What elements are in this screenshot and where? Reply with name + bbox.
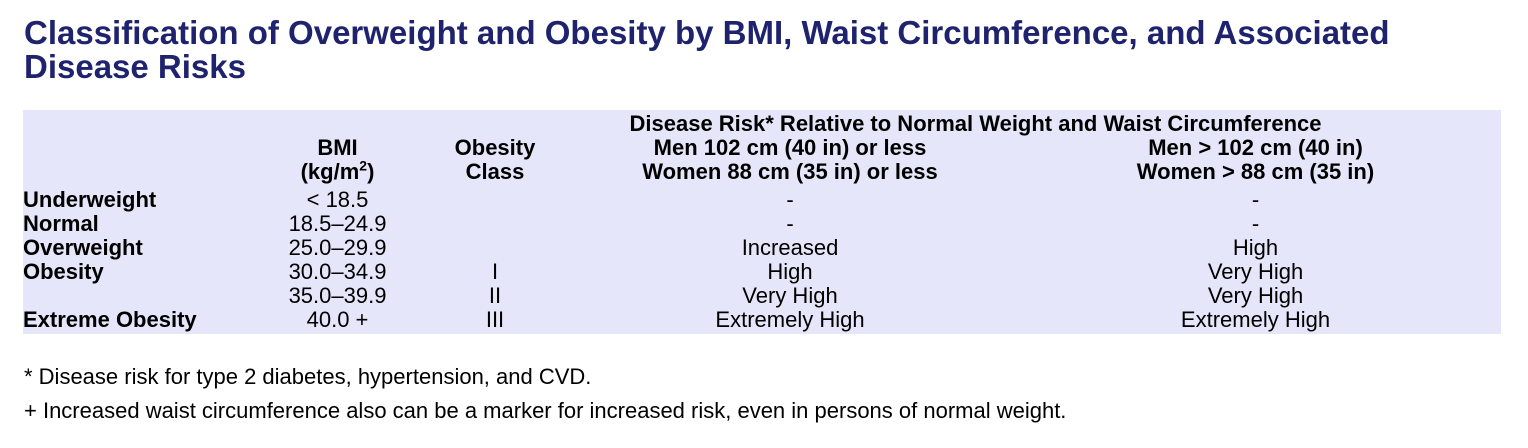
row-category-label: Normal: [23, 211, 99, 236]
class-header-line2: Class: [465, 159, 525, 184]
row-bmi-range: 40.0 +: [306, 307, 369, 332]
row-obesity-class: [420, 188, 570, 212]
row-bmi-range: 35.0–39.9: [288, 283, 387, 308]
row-obesity-class: II: [488, 283, 502, 308]
super-header-row: Disease Risk* Relative to Normal Weight …: [23, 110, 1501, 136]
row-category-label: [23, 284, 255, 308]
classification-table-container: Disease Risk* Relative to Normal Weight …: [23, 110, 1501, 334]
row-risk-low-waist: Extremely High: [715, 307, 865, 332]
row-obesity-class: III: [485, 307, 505, 332]
low-waist-column-header: Men 102 cm (40 in) or less Women 88 cm (…: [570, 136, 1010, 188]
label-column-header: [23, 136, 255, 188]
high-waist-column-header: Men > 102 cm (40 in) Women > 88 cm (35 i…: [1010, 136, 1501, 188]
bmi-unit-close: ): [367, 159, 375, 184]
table-row: Normal 18.5–24.9 - -: [23, 212, 1501, 236]
column-header-row: BMI (kg/m2) Obesity Class Men 102 cm (40…: [23, 136, 1501, 188]
row-risk-high-waist: Very High: [1207, 283, 1304, 308]
bmi-header-line2: (kg/m2): [255, 157, 420, 184]
row-risk-high-waist: -: [1251, 187, 1260, 212]
table-row: 35.0–39.9 II Very High Very High: [23, 284, 1501, 308]
row-risk-high-waist: Very High: [1207, 259, 1304, 284]
low-waist-men: Men 102 cm (40 in) or less: [653, 135, 927, 160]
row-risk-low-waist: Very High: [742, 283, 838, 308]
high-waist-women: Women > 88 cm (35 in): [1136, 159, 1375, 184]
row-risk-low-waist: -: [786, 187, 794, 212]
bmi-unit-superscript: 2: [359, 157, 368, 174]
row-category-label: Underweight: [23, 187, 157, 212]
row-risk-high-waist: High: [1232, 235, 1279, 260]
row-category-label: Obesity: [23, 259, 104, 284]
row-bmi-range: 25.0–29.9: [288, 235, 387, 260]
bmi-header-line1: BMI: [317, 135, 358, 160]
row-obesity-class: I: [491, 259, 499, 284]
low-waist-women: Women 88 cm (35 in) or less: [642, 159, 938, 184]
row-obesity-class: [420, 212, 570, 236]
table-row: Extreme Obesity 40.0 + III Extremely High Ex…: [23, 308, 1501, 332]
row-risk-high-waist: Extremely High: [1180, 307, 1331, 332]
class-header-line1: Obesity: [454, 135, 536, 160]
row-risk-low-waist: -: [786, 211, 794, 236]
footnotes: * Disease risk for type 2 diabetes, hype…: [24, 360, 1504, 428]
row-category-label: Overweight: [23, 235, 143, 260]
row-bmi-range: < 18.5: [306, 187, 369, 212]
obesity-class-column-header: Obesity Class: [420, 136, 570, 188]
table-row: Obesity 30.0–34.9 I High Very High: [23, 260, 1501, 284]
row-category-label: Extreme Obesity: [23, 307, 197, 332]
table-body: Underweight < 18.5- - Normal 18.5–24.9- - Over…: [23, 188, 1501, 332]
row-risk-high-waist: -: [1251, 211, 1260, 236]
disease-risk-header: Disease Risk* Relative to Normal Weight …: [629, 111, 1322, 136]
row-bmi-range: 30.0–34.9: [288, 259, 387, 284]
bmi-unit-text: (kg/m: [300, 159, 360, 184]
row-risk-low-waist: Increased: [741, 235, 839, 260]
table-row: Underweight < 18.5 - -: [23, 188, 1501, 212]
footnote-waist-marker: + Increased waist circumference also can…: [24, 398, 1067, 423]
row-risk-low-waist: High: [767, 259, 813, 284]
page-title: Classification of Overweight and Obesity…: [24, 14, 1390, 85]
high-waist-men: Men > 102 cm (40 in): [1148, 135, 1363, 160]
row-bmi-range: 18.5–24.9: [288, 211, 387, 236]
row-obesity-class: [420, 236, 570, 260]
table-row: Overweight 25.0–29.9 Increased High: [23, 236, 1501, 260]
classification-table: Disease Risk* Relative to Normal Weight …: [23, 110, 1501, 332]
footnote-disease-risk: * Disease risk for type 2 diabetes, hype…: [24, 364, 592, 389]
bmi-column-header: BMI (kg/m2): [255, 136, 420, 188]
